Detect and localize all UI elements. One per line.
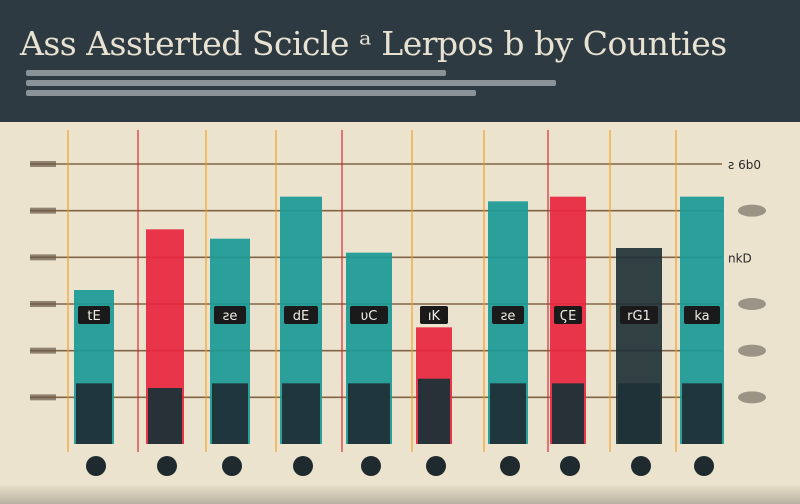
bar-base-block — [618, 383, 660, 444]
bar-emblem — [694, 456, 714, 476]
right-tick-glyph — [738, 298, 766, 310]
bar-label-plate — [684, 306, 720, 324]
right-tick-glyph — [738, 391, 766, 404]
bar-label-plate — [554, 306, 582, 324]
bar-emblem — [500, 456, 520, 476]
bar-emblem — [157, 456, 177, 476]
bar-label-plate — [492, 306, 524, 324]
bar-label-plate — [350, 306, 388, 324]
bar-label-plate — [78, 306, 110, 324]
subtitle-scribble-1 — [26, 70, 446, 76]
bar-label: tE — [87, 309, 100, 324]
bar-base-block — [212, 383, 248, 444]
bar-emblem — [426, 456, 446, 476]
chart-area: ƨ 6b0 nkD tE ƨe dE υC ıK ƨe ϚE rG1 ka — [0, 122, 800, 504]
bar-emblem — [293, 456, 313, 476]
left-tick-mark — [30, 207, 56, 214]
bar-emblem — [560, 456, 580, 476]
right-tick-label: nkD — [728, 251, 752, 265]
bar-label: υC — [361, 309, 378, 324]
subtitle-scribble-2 — [26, 80, 556, 86]
bar-base-block — [76, 383, 112, 444]
bar-emblem — [631, 456, 651, 476]
bar-emblem — [361, 456, 381, 476]
bar-base-block — [348, 383, 390, 444]
bar-base-block — [552, 383, 584, 444]
bar-base-block — [418, 378, 450, 444]
left-tick-mark — [30, 347, 56, 354]
left-tick-mark — [30, 254, 56, 261]
bar-label-plate — [420, 306, 448, 324]
bar-label: ƨe — [223, 309, 238, 324]
bar-label: ka — [694, 309, 709, 324]
bar-base-block — [682, 383, 722, 444]
left-tick-mark — [30, 394, 56, 401]
right-tick-glyph — [738, 204, 766, 217]
bar-base-block — [490, 383, 526, 444]
bar-label-plate — [284, 306, 318, 324]
bar-label: ϚE — [560, 309, 577, 324]
right-tick-label: ƨ 6b0 — [728, 158, 761, 172]
bar-emblem — [222, 456, 242, 476]
bar-label-plate — [620, 306, 658, 324]
bar-chart: ƨ 6b0 nkD tE ƨe dE υC ıK ƨe ϚE rG1 ka — [30, 130, 766, 476]
bar-emblem — [86, 456, 106, 476]
header-banner: Ass Assterted Scicle ᵃ Lerpos b by Count… — [0, 0, 800, 122]
bar-label: ƨe — [501, 309, 516, 324]
footer-strip — [0, 486, 800, 504]
bar-label-plate — [214, 306, 246, 324]
left-tick-mark — [30, 301, 56, 307]
bar-label: ıK — [428, 309, 441, 324]
chart-title: Ass Assterted Scicle ᵃ Lerpos b by Count… — [20, 24, 727, 63]
subtitle-scribble-3 — [26, 90, 476, 96]
bar-label: rG1 — [627, 309, 651, 324]
bar-label: dE — [293, 309, 309, 324]
right-tick-glyph — [738, 344, 766, 357]
bar-base-block — [148, 388, 182, 444]
left-tick-mark — [30, 161, 56, 167]
bar-base-block — [282, 383, 320, 444]
